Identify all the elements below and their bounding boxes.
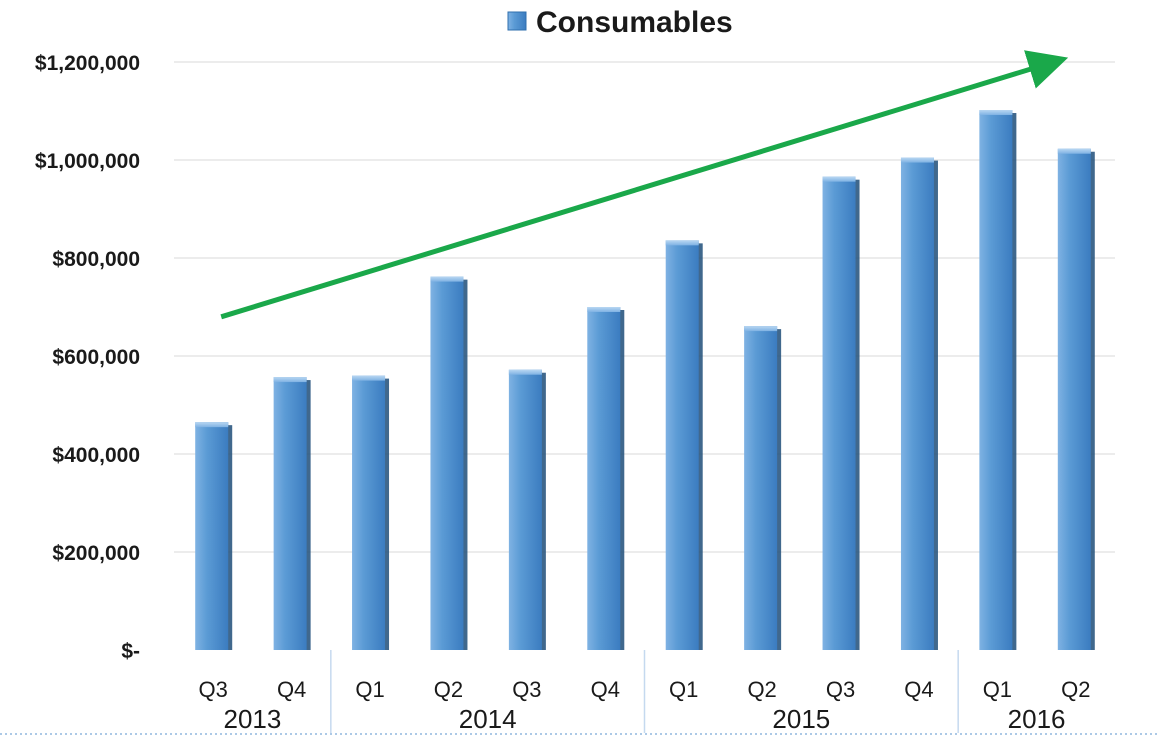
year-group-label: 2014: [459, 704, 517, 734]
y-tick-label: $600,000: [52, 346, 140, 369]
bar: [430, 276, 468, 650]
y-tick-label: $1,000,000: [35, 150, 140, 173]
bar-top: [273, 377, 307, 383]
bar-body: [900, 157, 934, 651]
x-tick-label: Q1: [983, 677, 1012, 702]
bars: [195, 110, 1095, 651]
x-axis-ticks: Q3 Q4 Q1 Q2 Q3 Q4 Q1 Q2 Q3 Q4 Q1 Q2: [199, 677, 1091, 702]
x-tick-label: Q2: [434, 677, 463, 702]
x-tick-label: Q3: [199, 677, 228, 702]
bar-top: [508, 369, 542, 375]
x-tick-label: Q1: [355, 677, 384, 702]
bar-side: [1089, 151, 1095, 651]
bar-top: [744, 326, 778, 332]
bar-top: [587, 307, 621, 312]
y-tick-label: $-: [121, 640, 140, 663]
legend-swatch: [507, 11, 527, 31]
bar: [900, 157, 938, 651]
bar-side: [932, 160, 938, 651]
legend-label: Consumables: [536, 6, 733, 39]
x-tick-label: Q3: [512, 677, 541, 702]
bar-top: [430, 276, 464, 282]
y-axis-ticks: $- $200,000 $400,000 $600,000 $800,000 $1,000…: [35, 52, 140, 663]
x-tick-label: Q1: [669, 677, 698, 702]
bar: [352, 375, 390, 650]
bar-top: [822, 176, 856, 182]
bar-side: [384, 378, 390, 650]
bar-body: [195, 422, 229, 650]
bar: [822, 176, 860, 650]
y-tick-label: $800,000: [52, 248, 140, 271]
bar: [1057, 148, 1095, 651]
bar-top: [1057, 148, 1091, 154]
bar-top: [979, 110, 1013, 116]
bar-top: [352, 375, 386, 381]
bar-body: [587, 307, 621, 650]
x-tick-label: Q2: [747, 677, 776, 702]
bar-side: [619, 310, 625, 650]
bar: [195, 422, 233, 650]
year-group-label: 2015: [772, 704, 830, 734]
bar-body: [822, 176, 856, 650]
x-tick-label: Q4: [591, 677, 620, 702]
x-tick-label: Q4: [277, 677, 306, 702]
bar-side: [854, 179, 860, 650]
bar: [587, 307, 625, 650]
y-tick-label: $200,000: [52, 542, 140, 565]
bar-side: [305, 380, 311, 650]
legend: Consumables: [507, 6, 733, 39]
year-group-label: 2016: [1008, 704, 1066, 734]
year-group-label: 2013: [223, 704, 281, 734]
bar-top: [195, 422, 229, 428]
bar-top: [900, 157, 934, 163]
bar-side: [462, 279, 468, 650]
bar: [273, 377, 311, 650]
bar-body: [979, 110, 1013, 650]
y-tick-label: $1,200,000: [35, 52, 140, 75]
bar-side: [697, 243, 703, 651]
bar: [979, 110, 1017, 650]
bar-body: [273, 377, 307, 650]
bar-side: [540, 372, 546, 650]
bar-body: [352, 375, 386, 650]
trend-arrow-layer: [220, 50, 1069, 320]
bar-side: [1011, 113, 1017, 650]
bar-body: [508, 369, 542, 650]
x-tick-label: Q4: [904, 677, 933, 702]
gridlines: [174, 61, 1115, 553]
bar: [744, 326, 782, 650]
bar: [508, 369, 546, 650]
bar-body: [1057, 148, 1091, 651]
x-tick-label: Q3: [826, 677, 855, 702]
bar-body: [744, 326, 778, 650]
bar-top: [665, 240, 699, 246]
bar-side: [776, 329, 782, 650]
year-groups: 2013 2014 2015 2016: [0, 650, 1160, 735]
bar-body: [665, 240, 699, 651]
bar-body: [430, 276, 464, 650]
trend-arrow: [220, 50, 1069, 320]
bar: [665, 240, 703, 651]
x-tick-label: Q2: [1061, 677, 1090, 702]
y-tick-label: $400,000: [52, 444, 140, 467]
bar-side: [227, 425, 233, 650]
